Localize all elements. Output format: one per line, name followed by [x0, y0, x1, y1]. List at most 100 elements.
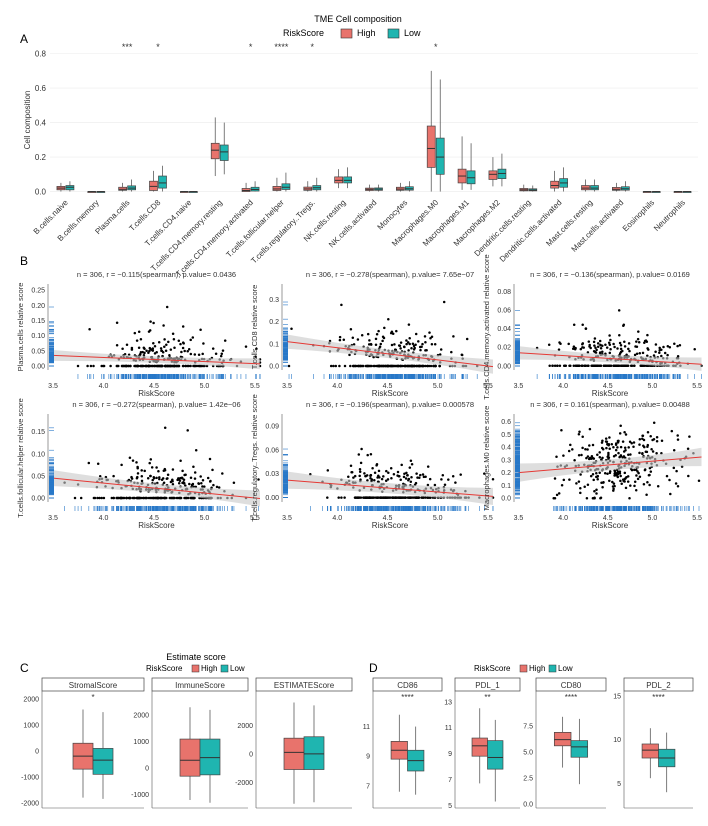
- data-point: [622, 324, 625, 327]
- data-point: [148, 329, 152, 332]
- data-point: [92, 496, 96, 500]
- legend-d-low-swatch: [548, 664, 557, 673]
- data-point: [642, 364, 645, 368]
- data-point: [371, 496, 374, 499]
- data-point: [92, 364, 95, 368]
- data-point: [170, 496, 174, 500]
- x-tick-label: 5.0: [648, 515, 658, 522]
- legend-c-high-swatch: [191, 664, 200, 673]
- legend-a-title: TME Cell composition: [314, 14, 402, 24]
- data-point: [96, 496, 99, 500]
- x-tick-label: 3.5: [48, 383, 58, 390]
- data-point: [428, 496, 431, 499]
- data-point: [203, 485, 206, 488]
- data-point: [357, 453, 361, 456]
- x-axis-label: RiskScore: [372, 521, 409, 530]
- data-point: [567, 342, 570, 346]
- x-tick-label: 4.0: [332, 515, 342, 522]
- data-point: [619, 347, 623, 351]
- data-point: [387, 317, 390, 321]
- data-point: [137, 346, 141, 349]
- data-point: [177, 339, 181, 342]
- data-point: [441, 474, 445, 477]
- regression-line: [53, 354, 260, 365]
- data-point: [604, 364, 607, 368]
- data-point: [573, 347, 577, 350]
- data-point: [633, 353, 637, 357]
- x-tick-label: 5.5: [250, 515, 260, 522]
- data-point: [145, 349, 148, 353]
- data-point: [150, 466, 154, 469]
- data-point: [140, 475, 144, 478]
- data-point: [199, 364, 203, 368]
- data-point: [287, 364, 291, 368]
- data-point: [166, 477, 169, 480]
- data-point: [290, 327, 293, 331]
- data-point: [568, 478, 571, 481]
- data-point: [369, 477, 372, 480]
- data-point: [347, 475, 350, 478]
- data-point: [152, 321, 155, 325]
- x-tick-label: Mast.cells.activated: [570, 198, 626, 254]
- data-point: [343, 364, 347, 368]
- data-point: [407, 478, 410, 482]
- data-point: [556, 364, 559, 368]
- box-low-7-box: [281, 183, 291, 190]
- data-point: [89, 364, 93, 368]
- data-point: [179, 459, 182, 463]
- data-point: [598, 455, 602, 459]
- data-point: [433, 483, 437, 487]
- data-point: [662, 345, 665, 349]
- data-point: [125, 343, 129, 347]
- data-point: [169, 364, 172, 368]
- data-point: [100, 364, 103, 368]
- x-tick-label: 4.5: [149, 515, 159, 522]
- data-point: [372, 364, 376, 368]
- data-point: [588, 343, 591, 347]
- data-point: [393, 496, 397, 499]
- data-point: [353, 474, 357, 478]
- data-point: [360, 334, 364, 337]
- legend-a-high-swatch: [340, 28, 353, 39]
- x-axis-label: RiskScore: [138, 521, 175, 530]
- data-point: [211, 468, 214, 472]
- data-point: [623, 345, 627, 348]
- data-point: [407, 323, 411, 326]
- data-point: [177, 364, 181, 368]
- data-point: [658, 351, 661, 355]
- legend-a-key-title: RiskScore: [283, 28, 324, 38]
- data-point: [390, 477, 393, 480]
- data-point: [406, 364, 410, 368]
- data-point: [598, 351, 602, 354]
- correlation-annotation: n = 306, r = −0.278(spearman), p.value= …: [306, 270, 474, 279]
- data-point: [598, 339, 602, 343]
- data-point: [627, 446, 630, 449]
- data-point: [572, 345, 576, 348]
- data-point: [197, 482, 201, 485]
- data-point: [156, 496, 160, 500]
- data-point: [193, 477, 197, 480]
- data-point: [454, 481, 457, 484]
- data-point: [368, 496, 371, 499]
- box-low-3-box: [158, 175, 167, 189]
- data-point: [189, 352, 193, 356]
- data-point: [202, 342, 205, 345]
- data-point: [578, 364, 581, 368]
- data-point: [392, 472, 396, 476]
- data-point: [618, 341, 622, 345]
- data-point: [356, 496, 360, 499]
- data-point: [352, 476, 355, 479]
- data-point: [434, 364, 437, 368]
- data-point: [411, 342, 415, 346]
- data-point: [374, 343, 378, 346]
- data-point: [579, 347, 583, 351]
- x-tick-label: 4.5: [383, 515, 393, 522]
- data-point: [98, 496, 101, 500]
- y-tick-label: 0.4: [35, 119, 47, 128]
- y-axis-label: T.cells.follicular.helper relative score: [16, 398, 25, 518]
- data-point: [386, 478, 390, 481]
- data-point: [382, 336, 386, 340]
- data-point: [399, 347, 402, 350]
- data-point: [383, 326, 386, 330]
